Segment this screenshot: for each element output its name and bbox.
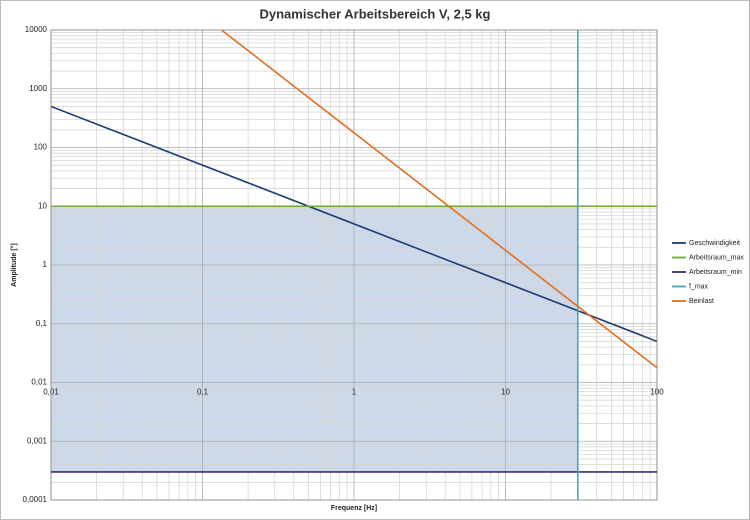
y-tick-label: 1	[43, 260, 48, 269]
series-line	[51, 105, 657, 343]
y-tick-label: 10	[38, 201, 47, 210]
x-axis-label: Frequenz [Hz]	[331, 505, 377, 512]
series-group	[51, 30, 657, 500]
series-line	[220, 30, 657, 369]
legend-label: Arbeitsraum_max	[689, 254, 744, 261]
y-tick-label: 0,001	[27, 436, 48, 445]
plot-border	[50, 29, 658, 501]
y-tick-label: 100	[34, 143, 48, 152]
x-tick-label: 0,1	[197, 388, 209, 397]
y-tick-label: 0,0001	[23, 495, 48, 504]
y-tick-label: 10000	[25, 25, 48, 34]
legend-label: f_max	[689, 283, 709, 290]
x-tick-label: 10	[501, 388, 510, 397]
legend-label: Geschwindigkeit	[689, 240, 740, 247]
y-tick-label: 1000	[29, 84, 47, 93]
chart-title: Dynamischer Arbeitsbereich V, 2,5 kg	[260, 6, 491, 21]
x-tick-label: 1	[352, 388, 357, 397]
y-axis-label: Amplitude [°]	[10, 243, 18, 287]
legend-label: Beinlast	[689, 298, 714, 305]
y-tick-label: 0,01	[31, 378, 47, 387]
working-area	[51, 206, 578, 472]
legend-label: Arbeitsraum_min	[689, 269, 742, 276]
y-tick-label: 0,1	[36, 319, 48, 328]
